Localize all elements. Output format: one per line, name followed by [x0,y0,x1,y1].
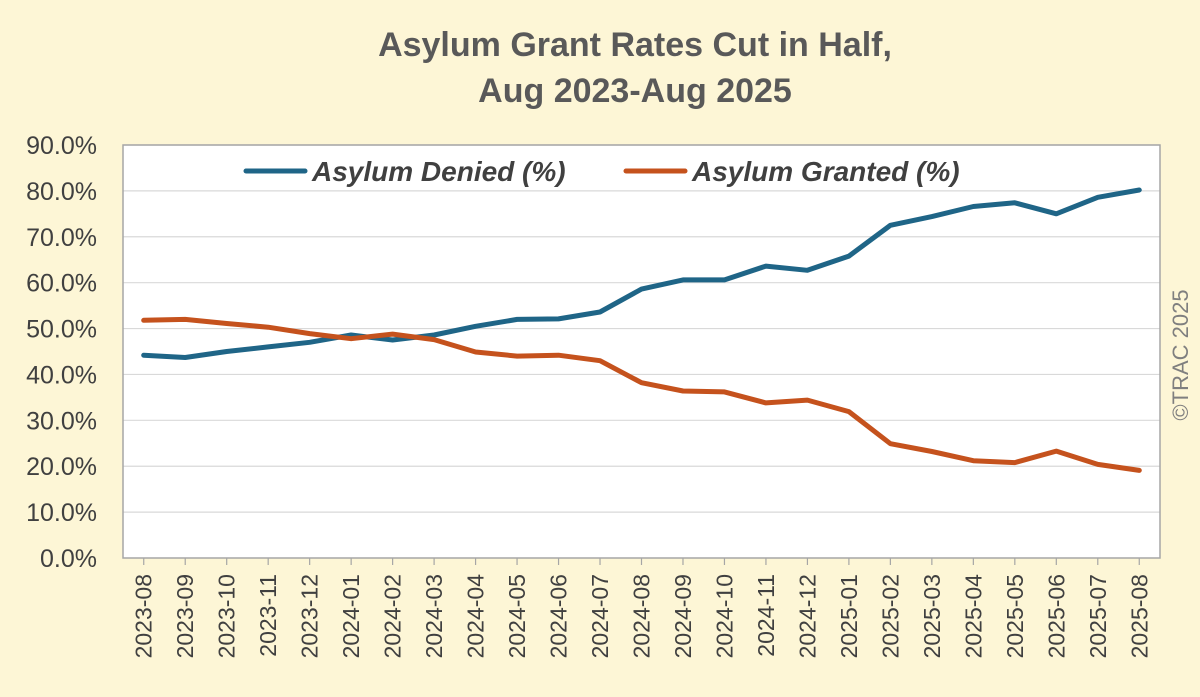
x-tick-label: 2024-08 [629,574,655,658]
y-tick-label: 0.0% [40,545,97,573]
x-tick-label: 2025-02 [877,574,903,658]
x-tick-label: 2024-01 [338,574,364,658]
x-tick-label: 2025-04 [960,574,986,659]
y-tick-label: 70.0% [26,224,97,252]
x-tick-label: 2024-11 [753,574,779,657]
x-tick-label: 2025-01 [836,574,862,658]
x-tick-label: 2024-09 [670,574,696,658]
chart-title-line-2: Aug 2023-Aug 2025 [478,72,792,110]
x-tick-label: 2024-03 [421,574,447,658]
y-tick-label: 20.0% [26,453,97,481]
y-tick-label: 50.0% [26,316,97,344]
x-tick-label: 2024-04 [463,574,489,659]
x-tick-label: 2025-08 [1126,574,1152,658]
x-tick-label: 2025-03 [919,574,945,658]
x-tick-label: 2024-12 [794,574,820,658]
x-tick-label: 2024-10 [711,574,737,658]
plot-area [123,145,1160,558]
series-line-asylum-granted [141,316,1142,473]
series-line-asylum-denied [141,187,1142,360]
copyright-watermark: ©TRAC 2025 [1168,289,1193,420]
y-tick-label: 10.0% [26,499,97,527]
x-tick-label: 2025-07 [1085,574,1111,658]
legend-label: Asylum Denied (%) [311,156,566,187]
y-tick-label: 30.0% [26,407,97,435]
x-tick-label: 2025-05 [1002,574,1028,658]
x-tick-label: 2024-06 [546,574,572,658]
x-tick-label: 2024-05 [504,574,530,658]
x-tick-label: 2024-02 [380,574,406,658]
x-tick-label: 2024-07 [587,574,613,658]
x-tick-label: 2025-06 [1043,574,1069,658]
x-tick-label: 2023-12 [297,574,323,658]
x-tick-label: 2023-10 [214,574,240,658]
y-tick-label: 60.0% [26,270,97,298]
x-tick-label: 2023-09 [172,574,198,658]
chart-title-line-1: Asylum Grant Rates Cut in Half, [378,26,892,64]
legend-label: Asylum Granted (%) [691,156,960,187]
x-tick-label: 2023-08 [131,574,157,658]
y-tick-label: 90.0% [26,132,97,160]
x-tick-label: 2023-11 [255,574,281,657]
y-tick-label: 80.0% [26,178,97,206]
y-tick-label: 40.0% [26,361,97,389]
